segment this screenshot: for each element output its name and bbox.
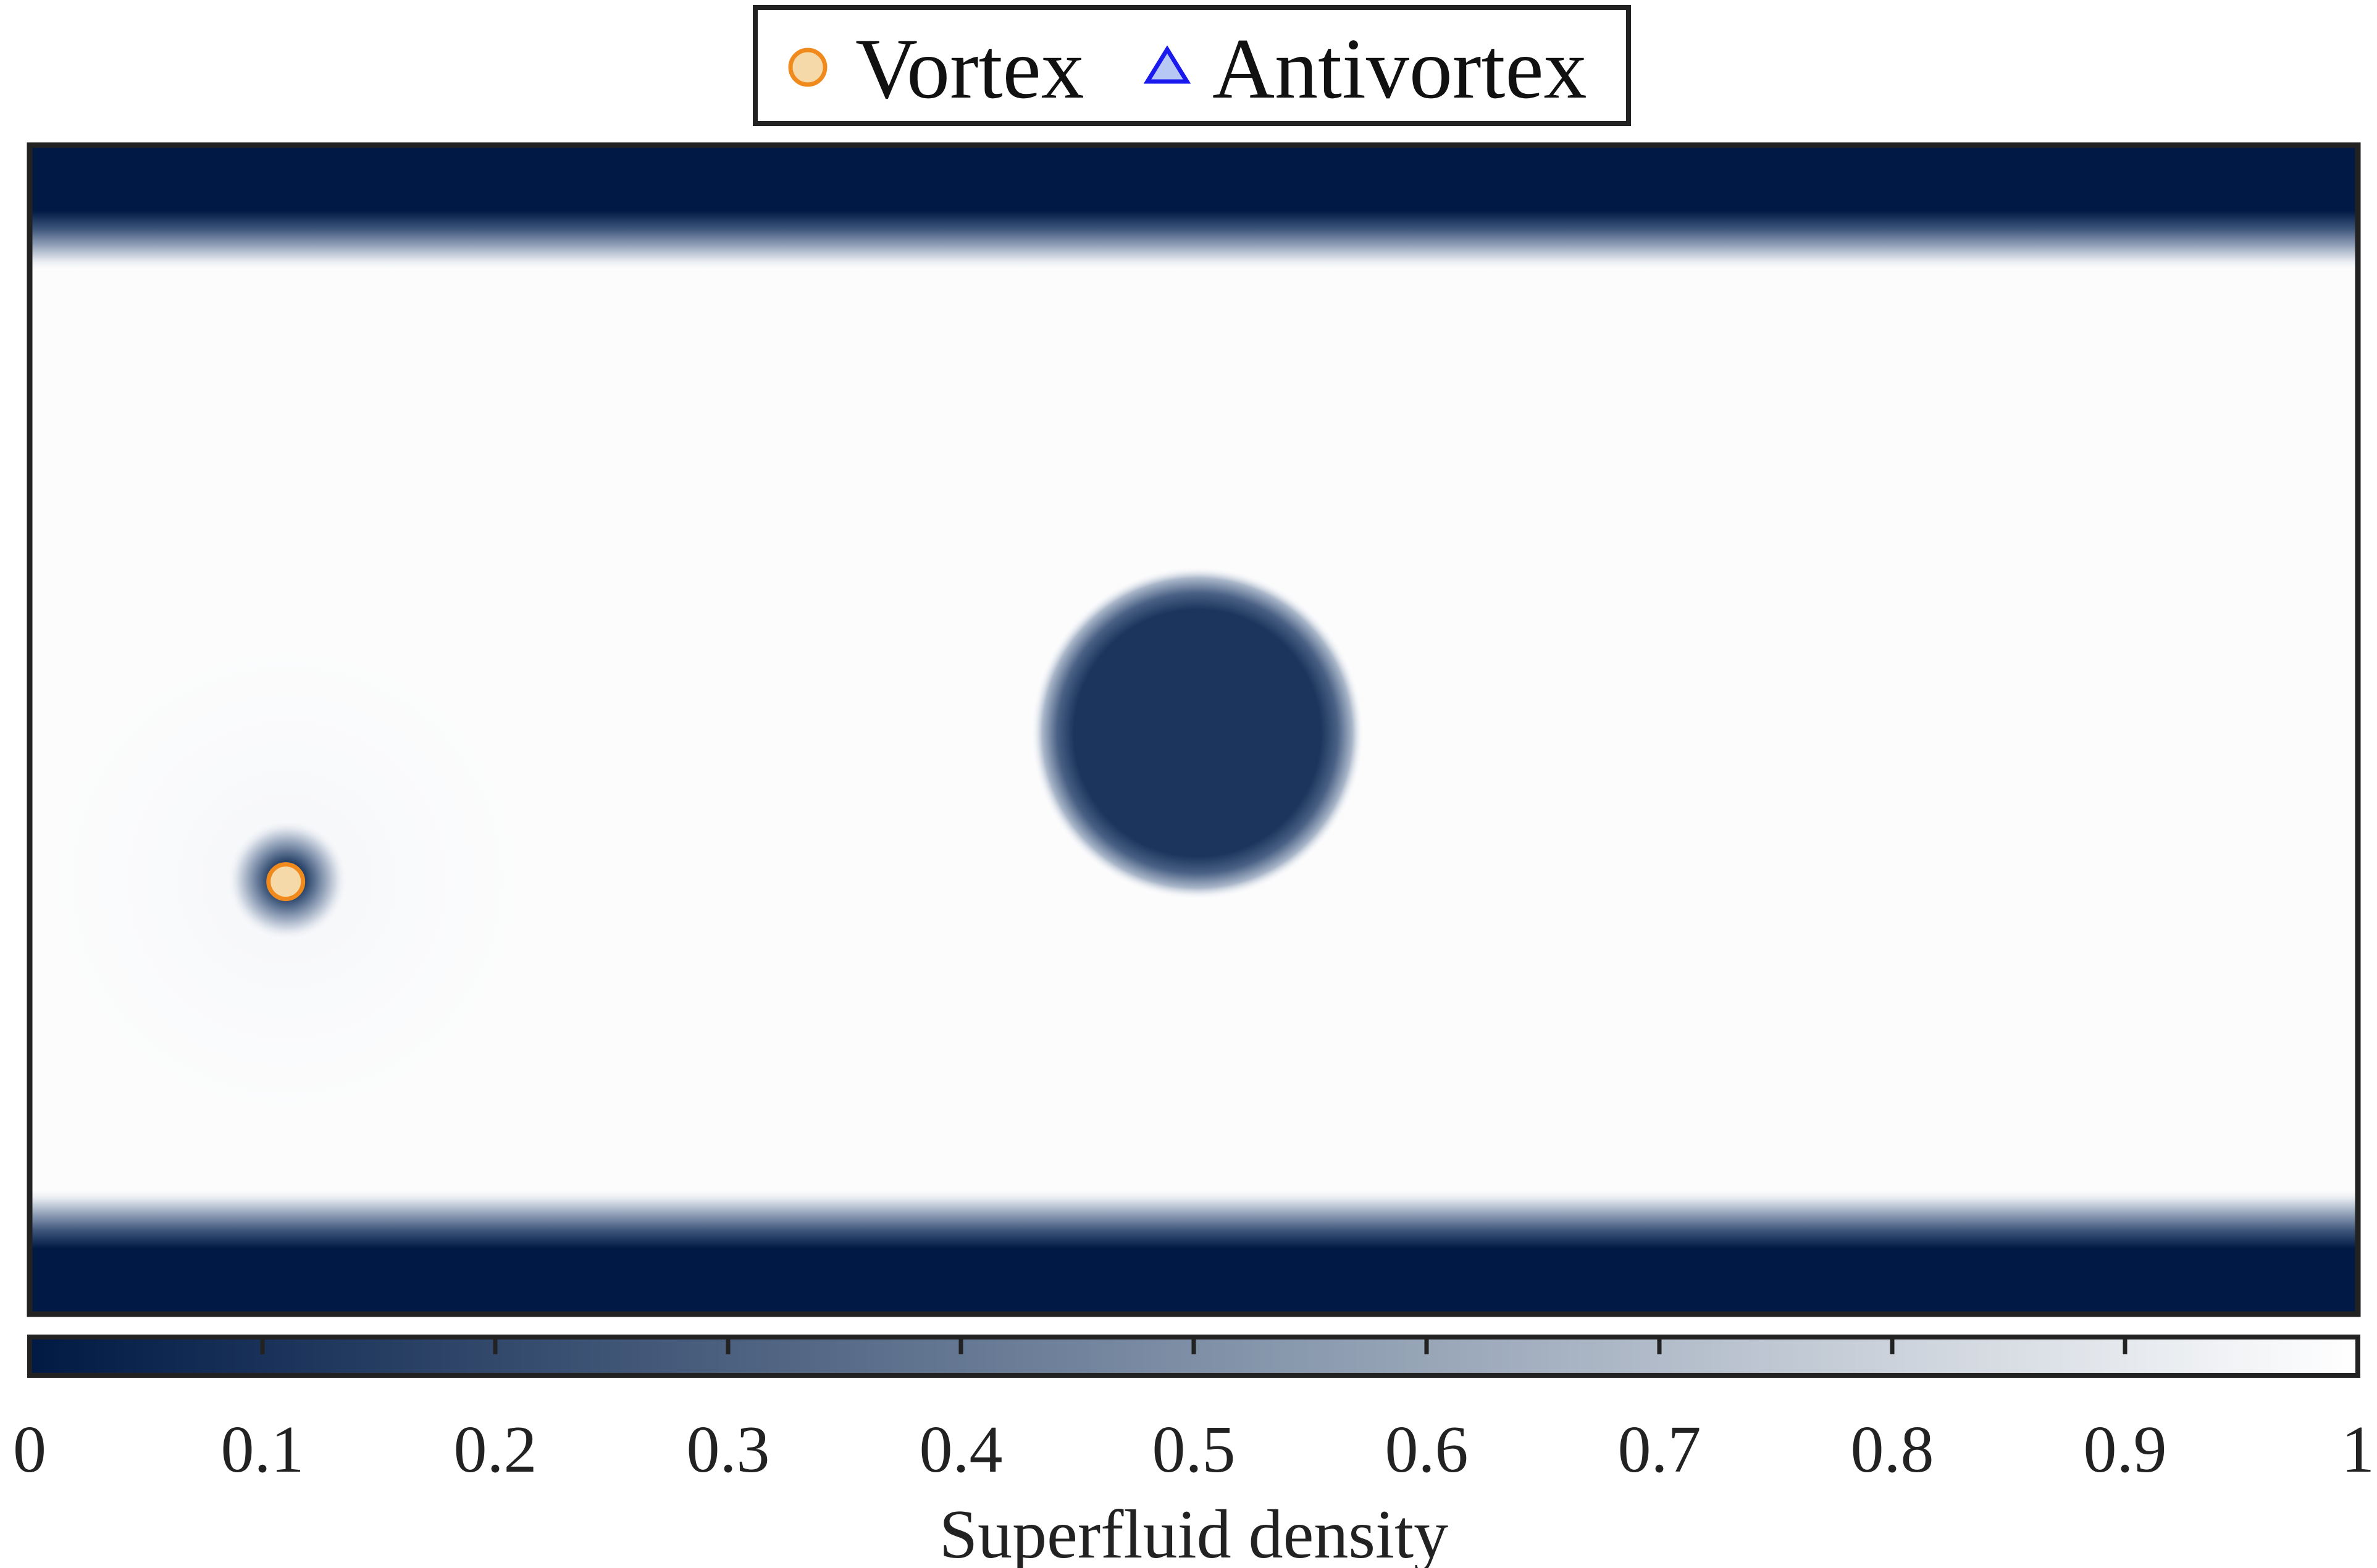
- colorbar-tick-label: 0.7: [1618, 1413, 1701, 1486]
- vortex-points: [266, 862, 306, 902]
- colorbar-label: Superfluid density: [939, 1496, 1448, 1568]
- obstacle: [1031, 566, 1364, 900]
- colorbar-tick-label: 0.4: [920, 1413, 1003, 1486]
- vortex-marker: [266, 862, 306, 902]
- colorbar-tick-label: 0: [13, 1413, 46, 1486]
- colorbar-tick-label: 0.1: [221, 1413, 304, 1486]
- colorbar-tick-label: 0.2: [454, 1413, 537, 1486]
- legend-item-antivortex: Antivortex: [1143, 21, 1587, 117]
- legend-label-antivortex: Antivortex: [1212, 21, 1587, 117]
- legend-box: [753, 5, 1631, 126]
- heatmap-plot: [27, 142, 2361, 1317]
- colorbar-tick-label: 1: [2341, 1413, 2375, 1486]
- colorbar: 0 0.1 0.2 0.3 0.4 0.5 0.6 0.7 0.8 0.9 1 Superfluid…: [13, 1335, 2375, 1568]
- plot-frame: [27, 142, 2361, 1317]
- colorbar-tick-label: 0.6: [1385, 1413, 1469, 1486]
- bottom-boundary: [30, 1188, 2358, 1314]
- top-boundary: [30, 145, 2358, 272]
- colorbar-tick-label: 0.9: [2084, 1413, 2167, 1486]
- antivortex-marker-icon: [1143, 45, 1191, 84]
- vortex-marker-icon: [788, 48, 828, 87]
- legend-item-vortex: Vortex: [788, 21, 1084, 117]
- colorbar-tick-label: 0.3: [687, 1413, 770, 1486]
- colorbar-ticks: [260, 1337, 2128, 1354]
- colorbar-tick-labels: 0 0.1 0.2 0.3 0.4 0.5 0.6 0.7 0.8 0.9 1: [13, 1413, 2375, 1486]
- colorbar-tick-label: 0.8: [1851, 1413, 1934, 1486]
- density-field: [30, 145, 2358, 1314]
- legend: Vortex Antivortex: [753, 5, 1631, 126]
- colorbar-tick-label: 0.5: [1152, 1413, 1236, 1486]
- legend-label-vortex: Vortex: [855, 21, 1084, 117]
- colorbar-frame: [27, 1335, 2360, 1378]
